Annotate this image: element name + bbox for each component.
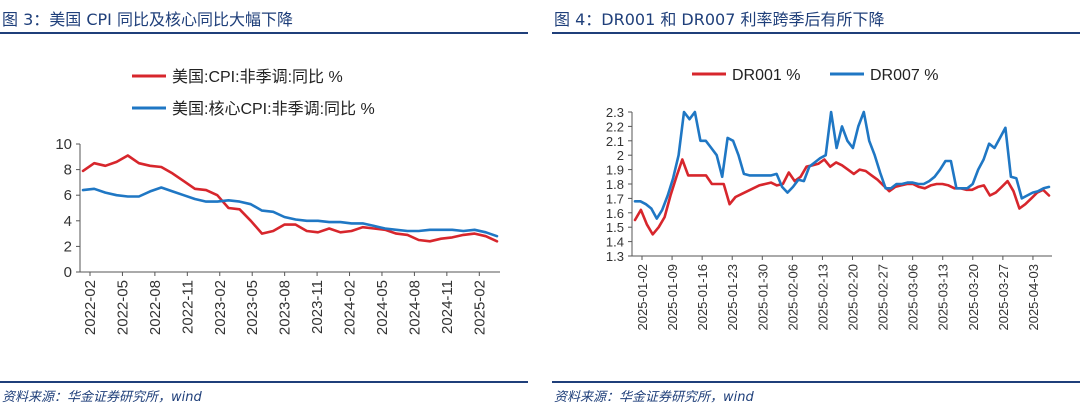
legend-label: DR007 % [870, 67, 938, 84]
x-tick-label: 2025-02 [471, 280, 488, 335]
y-tick-label: 2.2 [606, 119, 624, 134]
cpi-chart-source: 资料来源：华金证券研究所，wind [2, 390, 202, 405]
y-tick-label: 4 [64, 213, 72, 230]
x-tick-label: 2025-02-20 [846, 264, 861, 331]
x-tick-label: 2022-08 [147, 280, 164, 335]
x-tick-label: 2022-11 [179, 280, 196, 334]
x-tick-label: 2024-02 [342, 280, 359, 335]
y-tick-label: 1.6 [606, 206, 624, 221]
legend-label: DR001 % [732, 67, 800, 84]
x-tick-label: 2025-01-23 [725, 264, 740, 331]
y-tick-label: 2 [617, 148, 624, 163]
y-tick-label: 1.3 [606, 249, 624, 264]
cpi-chart-panel: 图 3：美国 CPI 同比及核心同比大幅下降 0 2 4 6 8 10 2022-02 202… [0, 0, 528, 408]
series-line-blue [81, 186, 499, 238]
x-tick-label: 2022-02 [82, 280, 99, 335]
source-rule [552, 381, 1080, 383]
rate-chart-source: 资料来源：华金证券研究所，wind [554, 390, 754, 405]
x-tick-label: 2022-05 [114, 280, 131, 335]
y-tick-label: 6 [64, 187, 72, 204]
rate-chart-title: 图 4：DR001 和 DR007 利率跨季后有所下降 [554, 10, 885, 29]
x-tick-label: 2025-04-03 [1026, 264, 1041, 331]
y-tick-label: 2.1 [606, 134, 624, 149]
y-tick-label: 1.8 [606, 177, 624, 192]
x-tick-label: 2025-03-20 [966, 264, 981, 331]
title-rule [0, 32, 528, 34]
legend-label: 美国:核心CPI:非季调:同比 % [172, 100, 375, 118]
title-rule [552, 32, 1080, 34]
x-tick-label: 2025-02-06 [785, 264, 800, 331]
x-tick-label: 2025-02-13 [815, 264, 830, 331]
legend-label: 美国:CPI:非季调:同比 % [172, 68, 343, 86]
rate-chart-panel: 图 4：DR001 和 DR007 利率跨季后有所下降 1.3 1.4 1.5 1.6… [552, 0, 1080, 408]
y-tick-label: 10 [55, 136, 72, 153]
y-tick-label: 1.5 [606, 220, 624, 235]
x-tick-label: 2025-03-13 [936, 264, 951, 331]
x-tick-label: 2025-02-27 [876, 264, 891, 331]
y-tick-label: 8 [64, 162, 72, 179]
cpi-chart-title: 图 3：美国 CPI 同比及核心同比大幅下降 [2, 10, 293, 29]
x-tick-label: 2024-08 [406, 280, 423, 335]
series-line-blue [633, 110, 1051, 220]
x-tick-label: 2025-03-06 [906, 264, 921, 331]
x-tick-label: 2024-05 [374, 280, 391, 335]
x-tick-label: 2023-05 [244, 280, 261, 335]
y-tick-label: 0 [64, 264, 72, 281]
y-tick-label: 2.3 [606, 105, 624, 120]
y-tick-label: 1.7 [606, 191, 624, 206]
x-tick-label: 2025-01-09 [665, 264, 680, 331]
series-line-red [81, 154, 499, 243]
x-tick-label: 2025-01-30 [755, 264, 770, 331]
y-tick-label: 1.9 [606, 163, 624, 178]
x-tick-label: 2023-11 [309, 280, 326, 334]
cpi-line-chart: 0 2 4 6 8 10 2022-02 2022-05 2022-08 2022-11 2023-… [55, 68, 500, 335]
x-tick-label: 2024-11 [439, 280, 456, 334]
x-tick-label: 2025-01-16 [695, 264, 710, 331]
rate-line-chart: 1.31.41.51.61.71.81.922.12.22.3 2025-01-0… [606, 67, 1052, 331]
x-tick-label: 2023-08 [277, 280, 294, 335]
source-rule [0, 381, 528, 383]
x-tick-label: 2025-03-27 [996, 264, 1011, 331]
x-tick-label: 2025-01-02 [635, 264, 650, 331]
series-line-red [633, 158, 1051, 236]
x-tick-label: 2023-02 [212, 280, 229, 335]
y-tick-label: 1.4 [606, 235, 624, 250]
y-tick-label: 2 [64, 238, 72, 255]
